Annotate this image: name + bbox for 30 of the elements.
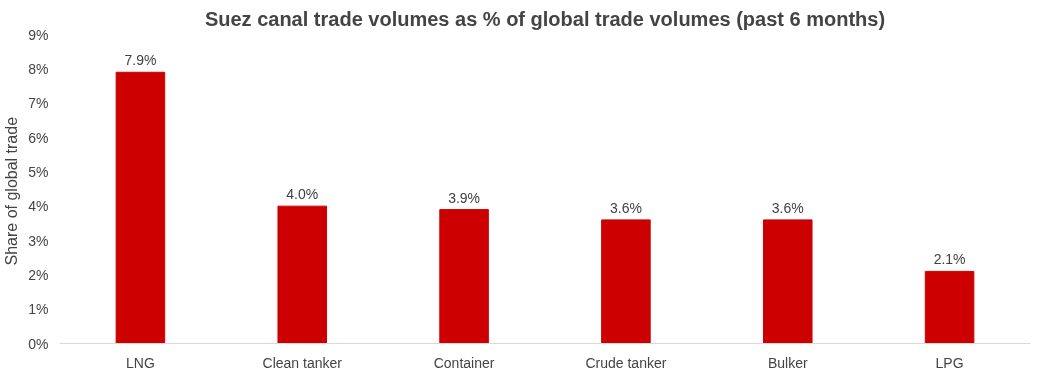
bar bbox=[762, 219, 813, 344]
data-label: 3.9% bbox=[448, 189, 481, 206]
y-tick-label: 0% bbox=[28, 335, 49, 352]
bar bbox=[601, 219, 651, 344]
y-tick-label: 5% bbox=[28, 163, 49, 180]
y-tick-label: 9% bbox=[28, 26, 49, 43]
y-tick-label: 1% bbox=[28, 301, 49, 318]
x-tick-label: LPG bbox=[935, 354, 964, 371]
bar bbox=[924, 270, 975, 344]
x-tick-label: Crude tanker bbox=[585, 354, 667, 371]
y-axis-title: Share of global trade bbox=[3, 116, 21, 266]
y-tick-label: 2% bbox=[28, 266, 49, 283]
x-tick-label: Container bbox=[433, 354, 495, 371]
y-tick-label: 8% bbox=[28, 60, 49, 77]
x-tick-label: Bulker bbox=[767, 354, 808, 371]
y-tick-label: 4% bbox=[28, 198, 49, 215]
data-label: 4.0% bbox=[286, 186, 319, 203]
data-label: 3.6% bbox=[771, 199, 804, 216]
chart-title: Suez canal trade volumes as % of global trade volumes (past 6 months) bbox=[204, 7, 886, 30]
bar bbox=[277, 205, 328, 344]
data-label: 2.1% bbox=[933, 251, 966, 268]
data-label: 3.6% bbox=[609, 199, 642, 216]
bar bbox=[439, 209, 489, 344]
x-tick-label: LNG bbox=[126, 354, 155, 371]
y-tick-label: 6% bbox=[28, 129, 49, 146]
data-label: 7.9% bbox=[124, 52, 157, 69]
x-tick-label: Clean tanker bbox=[262, 354, 343, 371]
bar bbox=[115, 71, 166, 344]
y-tick-label: 3% bbox=[28, 232, 49, 249]
y-tick-label: 7% bbox=[28, 95, 49, 112]
